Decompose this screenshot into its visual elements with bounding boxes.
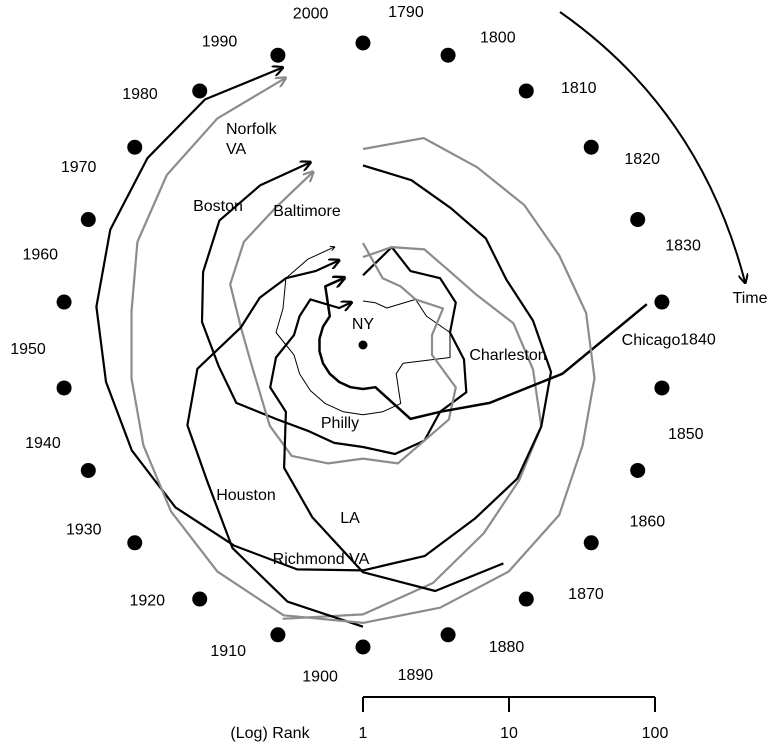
year-label: 1930 bbox=[66, 521, 102, 538]
year-dot bbox=[56, 380, 72, 396]
year-dot bbox=[80, 462, 96, 478]
year-dot bbox=[518, 591, 534, 607]
series-line bbox=[275, 247, 451, 416]
year-dot bbox=[440, 47, 456, 63]
year-dot bbox=[583, 139, 599, 155]
scale-tick-label: 1 bbox=[359, 725, 368, 742]
year-label: 1950 bbox=[10, 341, 46, 358]
year-label: 1810 bbox=[561, 80, 597, 97]
series-label: Chicago bbox=[622, 332, 681, 349]
year-dot bbox=[192, 83, 208, 99]
series-label: Norfolk VA bbox=[226, 121, 278, 158]
year-dot bbox=[630, 212, 646, 228]
year-dot bbox=[56, 294, 72, 310]
year-label: 1830 bbox=[665, 237, 701, 254]
series-line bbox=[282, 246, 543, 620]
year-label: 2000 bbox=[293, 5, 329, 22]
series-label: LA bbox=[340, 510, 360, 527]
series-line bbox=[318, 278, 648, 421]
year-dot bbox=[583, 535, 599, 551]
time-annotation: Time bbox=[733, 290, 768, 307]
series-line bbox=[229, 173, 457, 465]
year-label: 1910 bbox=[210, 643, 246, 660]
series-line bbox=[95, 68, 553, 572]
series-line bbox=[269, 298, 504, 593]
series-label: Boston bbox=[193, 198, 243, 215]
year-dot bbox=[654, 294, 670, 310]
year-dot bbox=[270, 47, 286, 63]
series-line bbox=[200, 163, 468, 456]
year-label: 1980 bbox=[122, 86, 158, 103]
year-dot bbox=[654, 380, 670, 396]
year-dot bbox=[440, 627, 456, 643]
year-label: 1940 bbox=[25, 435, 61, 452]
year-label: 1920 bbox=[129, 593, 165, 610]
scale-tick-label: 10 bbox=[500, 725, 518, 742]
year-dot bbox=[127, 535, 143, 551]
axis-label: (Log) Rank bbox=[230, 725, 310, 742]
year-label: 1800 bbox=[480, 30, 516, 47]
series-label: Charleston bbox=[469, 347, 546, 364]
year-label: 1990 bbox=[202, 34, 238, 51]
label-line: Norfolk bbox=[226, 121, 278, 138]
year-label: 1840 bbox=[680, 331, 716, 348]
series-label: Houston bbox=[216, 487, 276, 504]
year-dot bbox=[355, 639, 371, 655]
series-label: Philly bbox=[321, 415, 359, 432]
year-dot bbox=[192, 591, 208, 607]
series-line bbox=[186, 261, 364, 628]
year-dot bbox=[518, 83, 534, 99]
year-dot bbox=[127, 139, 143, 155]
series-label: Richmond VA bbox=[273, 551, 370, 568]
year-label: 1790 bbox=[388, 4, 424, 21]
year-label: 1880 bbox=[489, 639, 525, 656]
series-label: Baltimore bbox=[273, 203, 341, 220]
year-label: 1960 bbox=[22, 246, 58, 263]
year-label: 1870 bbox=[568, 586, 604, 603]
year-dot bbox=[80, 212, 96, 228]
year-label: 1900 bbox=[302, 668, 338, 685]
year-label: 1890 bbox=[398, 667, 434, 684]
year-label: 1860 bbox=[630, 513, 666, 530]
year-dot bbox=[355, 35, 371, 51]
scale-tick-label: 100 bbox=[642, 725, 669, 742]
series-label: NY bbox=[352, 316, 375, 333]
year-label: 1850 bbox=[668, 426, 704, 443]
year-dot bbox=[630, 462, 646, 478]
year-label: 1970 bbox=[61, 159, 97, 176]
label-line: VA bbox=[226, 141, 246, 158]
time-arrow bbox=[559, 11, 745, 282]
year-dot bbox=[270, 627, 286, 643]
series-line bbox=[130, 78, 596, 624]
year-label: 1820 bbox=[624, 151, 660, 168]
center-dot bbox=[358, 340, 368, 350]
